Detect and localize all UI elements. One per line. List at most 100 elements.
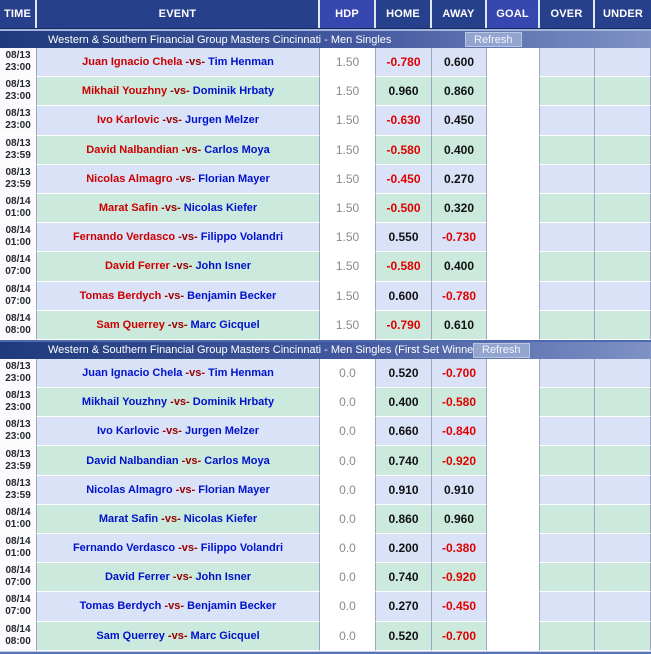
goal-cell	[487, 446, 540, 476]
section-men-singles: Western & Southern Financial Group Maste…	[0, 31, 651, 340]
home-player-name: David Ferrer	[104, 260, 170, 273]
match-event: Mikhail Youzhny -vs- Dominik Hrbaty	[37, 77, 320, 107]
away-odds-cell-value: -0.730	[441, 230, 477, 245]
away-player-name: Marc Gicquel	[190, 629, 260, 642]
away-odds-cell[interactable]: 0.320	[432, 193, 487, 224]
home-player-name: Tomas Berdych	[79, 600, 162, 613]
match-event: Fernando Verdasco -vs- Filippo Volandri	[37, 534, 320, 564]
hdp-cell: 1.50	[320, 252, 376, 282]
match-time-text: 23:59	[5, 178, 31, 190]
away-odds-cell[interactable]: 0.450	[432, 106, 487, 136]
match-row: 08/14 07:00 David Ferrer -vs- John Isner 1.…	[0, 252, 651, 282]
away-player-name: Filippo Volandri	[200, 542, 284, 555]
home-odds-cell[interactable]: -0.580	[376, 135, 432, 165]
home-odds-cell[interactable]: 0.740	[376, 563, 432, 593]
away-odds-cell[interactable]: 0.400	[432, 252, 487, 282]
vs-label: -vs-	[161, 600, 188, 613]
vs-label: -vs-	[182, 56, 209, 69]
away-odds-cell[interactable]: -0.840	[432, 417, 487, 447]
away-odds-cell[interactable]: -0.780	[432, 281, 487, 311]
away-odds-cell[interactable]: -0.380	[432, 534, 487, 564]
goal-cell	[487, 358, 540, 389]
home-odds-cell[interactable]: 0.200	[376, 534, 432, 564]
hdp-value: 0.0	[339, 453, 356, 468]
home-odds-cell[interactable]: 0.600	[376, 281, 432, 311]
match-row: 08/14 07:00 David Ferrer -vs- John Isner 0.…	[0, 563, 651, 593]
home-odds-cell[interactable]: 0.910	[376, 475, 432, 505]
away-odds-cell-value: -0.380	[441, 541, 477, 556]
home-odds-cell[interactable]: 0.860	[376, 504, 432, 534]
match-row: 08/13 23:00 Mikhail Youzhny -vs- Dominik H…	[0, 388, 651, 418]
home-player-name: Juan Ignacio Chela	[82, 366, 183, 379]
event-text: David Ferrer -vs- John Isner	[105, 260, 251, 272]
home-odds-cell[interactable]: 0.660	[376, 417, 432, 447]
away-odds-cell[interactable]: 0.860	[432, 77, 487, 107]
hdp-cell: 1.50	[320, 310, 376, 340]
refresh-button[interactable]: Refresh	[473, 342, 530, 358]
match-time-text: 01:00	[5, 208, 31, 220]
away-odds-cell[interactable]: 0.600	[432, 48, 487, 78]
under-cell	[595, 48, 651, 78]
home-odds-cell[interactable]: 0.400	[376, 388, 432, 418]
goal-cell	[487, 281, 540, 311]
home-odds-cell[interactable]: -0.450	[376, 164, 432, 194]
away-odds-cell[interactable]: -0.920	[432, 446, 487, 476]
section-header-bar: Western & Southern Financial Group Maste…	[0, 339, 651, 359]
column-header-away: AWAY	[432, 0, 487, 28]
away-odds-cell[interactable]: 0.910	[432, 475, 487, 505]
match-row: 08/13 23:59 David Nalbandian -vs- Carlos M…	[0, 446, 651, 476]
away-odds-cell[interactable]: 0.960	[432, 504, 487, 534]
goal-cell	[487, 310, 540, 340]
match-time-text: 23:59	[5, 460, 31, 472]
home-player-name: David Nalbandian	[86, 143, 179, 156]
away-player-name: Filippo Volandri	[200, 231, 284, 244]
away-odds-cell[interactable]: -0.580	[432, 388, 487, 418]
under-cell	[595, 106, 651, 136]
refresh-button[interactable]: Refresh	[465, 32, 522, 47]
match-time-text: 23:59	[5, 489, 31, 501]
away-odds-cell[interactable]: -0.730	[432, 223, 487, 253]
event-text: David Nalbandian -vs- Carlos Moya	[86, 455, 269, 467]
match-row: 08/14 01:00 Fernando Verdasco -vs- Filippo…	[0, 223, 651, 253]
away-odds-cell[interactable]: -0.700	[432, 358, 487, 389]
home-odds-cell[interactable]: 0.740	[376, 446, 432, 476]
home-odds-cell[interactable]: -0.500	[376, 193, 432, 224]
away-odds-cell[interactable]: 0.400	[432, 135, 487, 165]
under-cell	[595, 534, 651, 564]
away-odds-cell-value: 0.320	[443, 201, 475, 216]
home-odds-cell[interactable]: -0.790	[376, 310, 432, 340]
home-odds-cell-value: -0.450	[386, 171, 421, 186]
home-odds-cell-value: 0.600	[388, 288, 419, 303]
away-player-name: Florian Mayer	[198, 483, 270, 496]
hdp-value: 1.50	[335, 230, 360, 245]
away-odds-cell[interactable]: -0.450	[432, 592, 487, 622]
away-odds-cell[interactable]: -0.920	[432, 563, 487, 593]
home-odds-cell[interactable]: 0.550	[376, 223, 432, 253]
home-odds-cell[interactable]: 0.520	[376, 621, 432, 651]
home-odds-cell[interactable]: 0.960	[376, 77, 432, 107]
away-odds-cell[interactable]: 0.270	[432, 164, 487, 194]
match-time: 08/13 23:59	[0, 475, 37, 505]
away-odds-cell-value: 0.860	[443, 84, 475, 99]
vs-label: -vs-	[158, 512, 184, 525]
home-odds-cell[interactable]: 0.520	[376, 358, 432, 389]
over-cell	[540, 563, 595, 593]
home-odds-cell[interactable]: -0.780	[376, 48, 432, 78]
under-cell	[595, 223, 651, 253]
over-cell	[540, 417, 595, 447]
vs-label: -vs-	[164, 629, 191, 642]
over-cell	[540, 446, 595, 476]
goal-cell	[487, 48, 540, 78]
away-odds-cell-value: -0.700	[441, 628, 477, 643]
away-odds-cell[interactable]: 0.610	[432, 310, 487, 340]
hdp-cell: 1.50	[320, 106, 376, 136]
home-odds-cell[interactable]: -0.630	[376, 106, 432, 136]
vs-label: -vs-	[175, 231, 201, 244]
away-odds-cell[interactable]: -0.700	[432, 621, 487, 651]
match-time-text: 07:00	[5, 606, 31, 618]
home-odds-cell[interactable]: -0.580	[376, 252, 432, 282]
home-odds-cell[interactable]: 0.270	[376, 592, 432, 622]
match-date-text: 08/14	[5, 254, 31, 266]
vs-label: -vs-	[178, 454, 205, 467]
goal-cell	[487, 135, 540, 165]
